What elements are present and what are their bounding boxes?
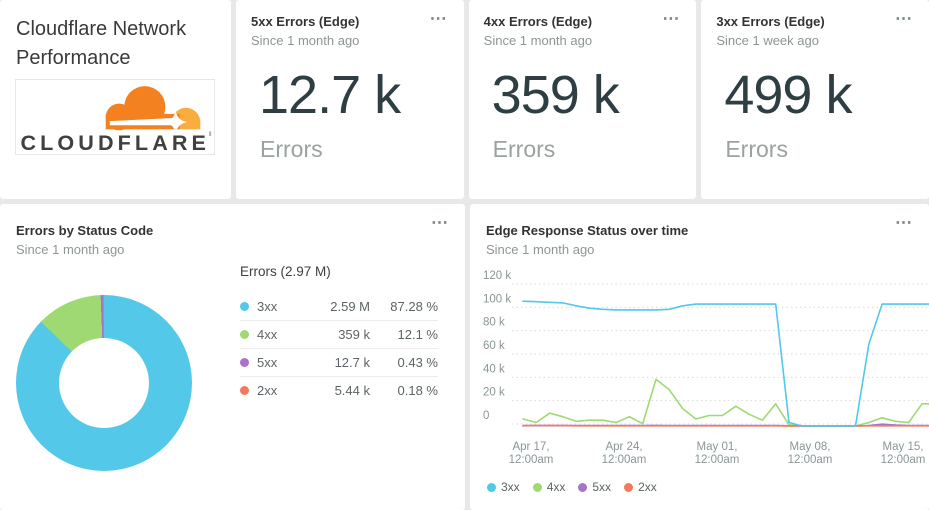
- x-axis-label: Apr 24,: [605, 441, 642, 453]
- stat-card-unit: Errors: [725, 136, 788, 162]
- cloudflare-logo-image: CLOUDFLARE: [20, 86, 212, 154]
- y-axis-label: 120 k: [483, 270, 511, 282]
- pie-legend: Errors (2.97 M) 3xx 2.59 M 87.28 % 4xx 3…: [240, 264, 438, 404]
- stat-card: 4xx Errors (Edge) Since 1 month ago ⋯ 35…: [468, 0, 697, 199]
- stat-card-value: 12.7 k: [259, 65, 401, 125]
- y-axis-label: 20 k: [483, 387, 505, 399]
- series-label: 3xx: [257, 298, 278, 314]
- series-color-dot: [240, 386, 249, 395]
- x-axis-label: 12:00am: [509, 454, 554, 466]
- series-color-dot: [624, 482, 634, 492]
- card-menu-icon[interactable]: ⋯: [895, 9, 914, 28]
- series-color-dot: [240, 301, 249, 311]
- x-axis-label: 12:00am: [695, 454, 740, 466]
- chart-legend-item[interactable]: 2xx: [624, 480, 657, 494]
- y-axis-label: 100 k: [483, 293, 511, 305]
- pie-legend-row: 2xx 5.44 k 0.18 %: [240, 376, 438, 404]
- pie-legend-rows: 3xx 2.59 M 87.28 % 4xx 359 k 12.1 % 5xx …: [240, 292, 438, 404]
- series-value: 12.7 k: [334, 355, 370, 370]
- cloudflare-logo: CLOUDFLARE: [15, 79, 215, 155]
- y-axis-label: 60 k: [483, 340, 505, 352]
- pie-card-subtitle: Since 1 month ago: [16, 242, 125, 257]
- stat-card-subtitle: Since 1 month ago: [251, 33, 360, 48]
- series-label: 2xx: [638, 480, 657, 494]
- series-percent: 0.43 %: [397, 355, 438, 370]
- series-color-dot: [487, 482, 496, 492]
- trademark-tick: [209, 131, 212, 137]
- series-label: 4xx: [546, 480, 566, 494]
- series-line-2xx: [522, 424, 929, 427]
- x-axis-label: 12:00am: [788, 454, 833, 466]
- card-menu-icon[interactable]: ⋯: [429, 9, 448, 28]
- line-card-subtitle: Since 1 month ago: [486, 242, 595, 257]
- stat-card: 3xx Errors (Edge) Since 1 week ago ⋯ 499…: [701, 0, 929, 199]
- cloudflare-logo-text: CLOUDFLARE: [20, 130, 207, 154]
- series-value: 359 k: [338, 327, 370, 342]
- stat-card-value: 499 k: [724, 65, 852, 125]
- stat-card-value: 359 k: [491, 65, 620, 125]
- x-axis-label: May 01,: [697, 441, 738, 453]
- cloud-swoosh: [109, 118, 178, 126]
- x-axis-label: 12:00am: [602, 454, 647, 466]
- donut-chart[interactable]: [16, 295, 192, 471]
- card-menu-icon[interactable]: ⋯: [431, 213, 449, 232]
- series-percent: 12.1 %: [397, 327, 438, 342]
- series-label: 5xx: [592, 480, 612, 494]
- chart-legend-item[interactable]: 4xx: [532, 480, 566, 494]
- series-value: 5.44 k: [334, 383, 370, 398]
- x-axis-label: May 15,: [883, 441, 924, 453]
- line-card-title: Edge Response Status over time: [486, 223, 689, 238]
- pie-legend-row: 4xx 359 k 12.1 %: [240, 320, 438, 348]
- series-line-4xx: [522, 378, 929, 427]
- stat-card-title: 5xx Errors (Edge): [251, 14, 360, 29]
- chart-legend-item[interactable]: 5xx: [578, 480, 611, 494]
- stat-card-unit: Errors: [260, 136, 323, 162]
- series-label: 3xx: [501, 480, 520, 494]
- series-label: 4xx: [257, 327, 278, 342]
- donut-hole: [59, 338, 149, 428]
- stat-card-subtitle: Since 1 month ago: [483, 33, 593, 48]
- series-color-dot: [240, 330, 249, 339]
- series-percent: 0.18 %: [397, 383, 438, 398]
- chart-legend: 3xx 4xx 5xx 2xx: [487, 480, 657, 494]
- series-line-3xx: [522, 300, 929, 427]
- card-menu-icon[interactable]: ⋯: [662, 9, 681, 28]
- stat-cards: 5xx Errors (Edge) Since 1 month ago ⋯ 12…: [236, 0, 929, 199]
- pie-legend-row: 5xx 12.7 k 0.43 %: [240, 348, 438, 376]
- stat-card-title: 4xx Errors (Edge): [483, 14, 593, 29]
- series-percent: 87.28 %: [390, 298, 438, 314]
- x-axis-label: Apr 17,: [512, 441, 549, 453]
- stat-card: 5xx Errors (Edge) Since 1 month ago ⋯ 12…: [236, 0, 464, 199]
- card-menu-icon[interactable]: ⋯: [895, 213, 913, 232]
- x-axis-label: May 08,: [790, 441, 831, 453]
- x-axis-label: 12:00am: [881, 454, 926, 466]
- star-icon: [164, 110, 187, 134]
- stat-card-unit: Errors: [492, 136, 556, 162]
- chart-legend-item[interactable]: 3xx: [487, 480, 520, 494]
- series-value: 2.59 M: [330, 298, 370, 314]
- pie-legend-row: 3xx 2.59 M 87.28 %: [240, 292, 438, 320]
- y-axis-label: 80 k: [483, 317, 505, 329]
- errors-by-status-code-card: Errors by Status Code Since 1 month ago …: [0, 204, 465, 510]
- stat-card-title: 3xx Errors (Edge): [716, 14, 825, 29]
- dashboard-title-card: Cloudflare Network Performance CLOUDFLAR…: [0, 0, 231, 199]
- y-axis-label: 40 k: [483, 363, 505, 375]
- pie-legend-title: Errors (2.97 M): [240, 264, 331, 279]
- page-title: Cloudflare Network Performance: [16, 18, 187, 69]
- series-label: 2xx: [257, 383, 278, 398]
- series-label: 5xx: [257, 355, 278, 370]
- series-color-dot: [240, 358, 249, 367]
- edge-response-status-card: 0 20 k 40 k 60 k 80 k 100 k 120 k Apr 17, 12:00a…: [470, 204, 929, 510]
- y-axis-label: 0: [483, 410, 489, 422]
- stat-card-subtitle: Since 1 week ago: [716, 33, 819, 48]
- series-color-dot: [578, 482, 588, 492]
- series-color-dot: [532, 482, 542, 492]
- pie-card-title: Errors by Status Code: [16, 223, 154, 238]
